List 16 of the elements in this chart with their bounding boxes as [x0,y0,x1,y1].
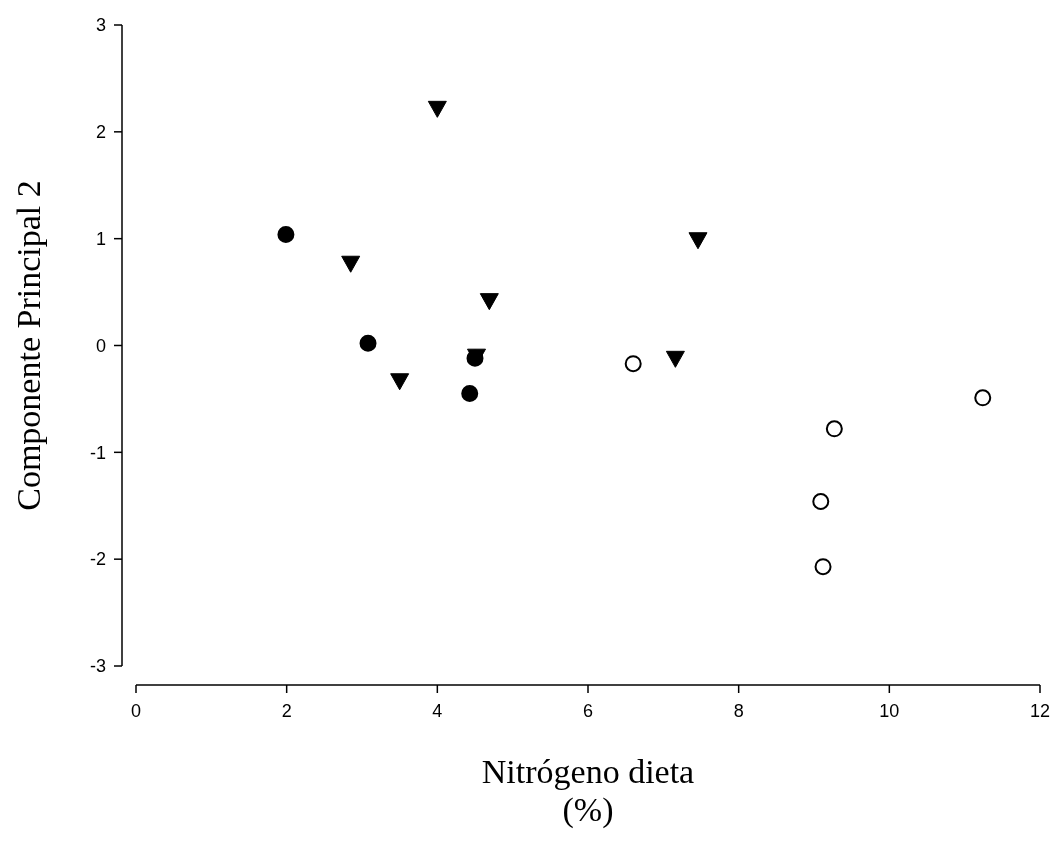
x-tick-label: 8 [733,701,744,721]
y-tick-label: 0 [95,335,106,356]
y-tick-label: 3 [95,15,106,36]
x-tick-label: 2 [281,701,292,721]
x-tick-label: 4 [432,701,443,721]
y-axis-title: Componente Principal 2 [10,180,47,511]
y-tick-label: 2 [95,122,106,143]
x-tick-label: 10 [879,701,900,721]
y-tick-label: 1 [95,228,106,249]
x-tick-label: 6 [582,701,594,721]
x-tick-label: 0 [130,701,142,721]
y-tick-label: -3 [89,656,106,677]
y-tick-label: -2 [89,549,106,570]
x-tick-label: 12 [1029,701,1051,721]
y-tick-label: -1 [89,442,106,463]
x-axis-title: Nitrógeno dieta (%) [481,753,695,829]
